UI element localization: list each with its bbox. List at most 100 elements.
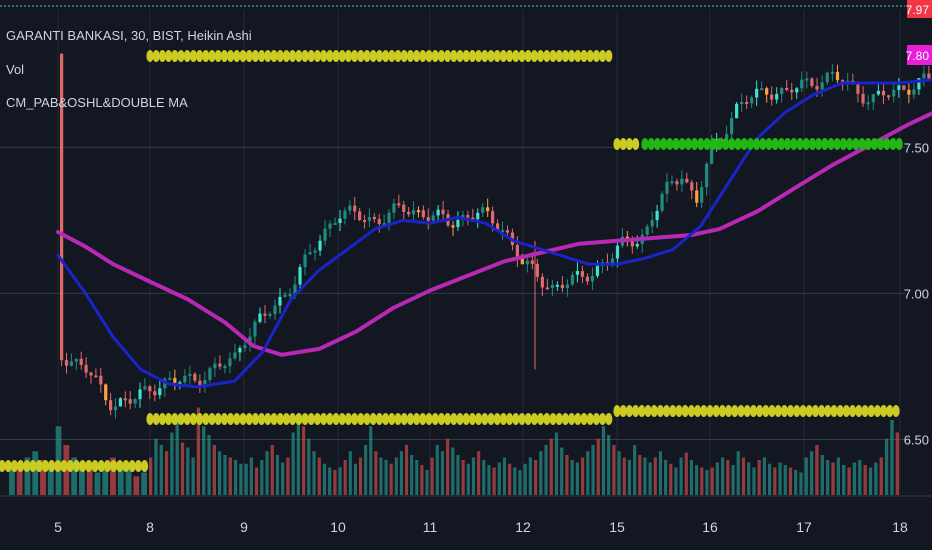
candle-body	[825, 72, 829, 83]
candle-body	[540, 276, 544, 288]
volume-bar	[565, 455, 569, 495]
level-dot	[725, 405, 733, 417]
volume-bar	[404, 445, 409, 495]
level-dot	[437, 413, 445, 425]
volume-bar	[71, 457, 77, 495]
level-dot	[158, 413, 166, 425]
level-dot	[456, 413, 464, 425]
time-tick-label: 5	[54, 519, 62, 535]
time-tick-label: 8	[146, 519, 154, 535]
candle-body	[476, 212, 480, 220]
volume-bar	[358, 457, 363, 495]
candle-body	[815, 85, 819, 90]
volume-bar	[281, 462, 285, 495]
level-dot	[295, 50, 303, 62]
level-dot	[880, 405, 888, 417]
level-dot	[728, 138, 736, 150]
legend-indicator-label[interactable]: CM_PAB&OSHL&DOUBLE MA	[6, 95, 188, 110]
level-dot	[694, 405, 702, 417]
level-dot	[796, 138, 804, 150]
volume-bar	[533, 460, 538, 495]
candle-body	[710, 143, 714, 164]
volume-bar	[874, 462, 878, 495]
volume-bar	[638, 455, 642, 495]
level-dot	[419, 413, 427, 425]
candle-body	[500, 230, 505, 233]
level-dot	[666, 138, 674, 150]
level-dot	[625, 405, 634, 417]
candle-body	[495, 223, 500, 232]
level-dot	[793, 405, 801, 417]
volume-bar	[384, 460, 388, 495]
volume-bar	[191, 457, 195, 495]
volume-bar	[492, 467, 496, 495]
volume-bar	[415, 460, 419, 495]
level-dot	[842, 405, 851, 417]
level-dot	[332, 50, 340, 62]
volume-bar	[291, 432, 295, 495]
candle-body	[138, 389, 142, 400]
candle-body	[790, 89, 794, 93]
volume-bar	[705, 470, 709, 495]
candle-body	[486, 207, 490, 212]
level-dot	[743, 405, 751, 417]
candle-body	[273, 305, 277, 314]
level-dot	[613, 138, 621, 150]
volume-bar	[338, 467, 342, 495]
level-dot	[245, 50, 253, 62]
level-dot	[357, 50, 365, 62]
volume-bar	[125, 470, 132, 495]
level-dot	[146, 50, 154, 62]
volume-bar	[196, 407, 201, 495]
volume-bar	[446, 438, 450, 495]
level-dot	[468, 50, 476, 62]
volume-bar	[815, 445, 819, 495]
volume-bar	[233, 460, 238, 495]
candle-body	[650, 220, 654, 227]
level-dot	[632, 405, 640, 417]
candle-body	[555, 284, 559, 287]
candle-body	[74, 358, 78, 362]
legend-volume-label[interactable]: Vol	[6, 62, 25, 77]
volume-bar	[715, 462, 719, 495]
candle-body	[570, 274, 575, 285]
candle-body	[755, 88, 759, 98]
level-dot	[475, 50, 483, 62]
candle-body	[740, 102, 744, 105]
level-dot	[530, 413, 539, 425]
level-dot	[586, 50, 594, 62]
level-dot	[740, 138, 748, 150]
volume-bar	[778, 462, 782, 495]
volume-bar	[799, 472, 803, 495]
candle-body	[630, 239, 634, 247]
candle-body	[665, 181, 669, 194]
level-dot	[861, 405, 869, 417]
candle-body	[293, 284, 297, 295]
level-dot	[638, 405, 646, 417]
level-dot	[394, 50, 402, 62]
level-dot	[543, 413, 551, 425]
candle-body	[730, 118, 734, 135]
candle-body	[745, 102, 749, 105]
level-dot	[270, 50, 278, 62]
level-dot	[524, 50, 532, 62]
candle-body	[392, 203, 396, 213]
volume-bar	[601, 426, 606, 495]
level-dot	[864, 138, 872, 150]
candle-body	[278, 296, 282, 306]
candle-body	[735, 103, 739, 119]
volume-bar	[343, 460, 347, 495]
level-dot	[251, 413, 259, 425]
level-dot	[555, 413, 563, 425]
legend-symbol-title[interactable]: GARANTI BANKASI, 30, BIST, Heikin Ashi	[6, 28, 252, 43]
level-dot	[512, 50, 520, 62]
time-axis-background	[0, 496, 932, 550]
level-dot	[351, 413, 359, 425]
candle-body	[268, 313, 272, 316]
level-dot	[214, 413, 222, 425]
volume-bar	[895, 432, 899, 495]
volume-bar	[741, 457, 746, 495]
price-tick-label: 7.50	[904, 140, 929, 155]
candle-body	[695, 190, 699, 203]
